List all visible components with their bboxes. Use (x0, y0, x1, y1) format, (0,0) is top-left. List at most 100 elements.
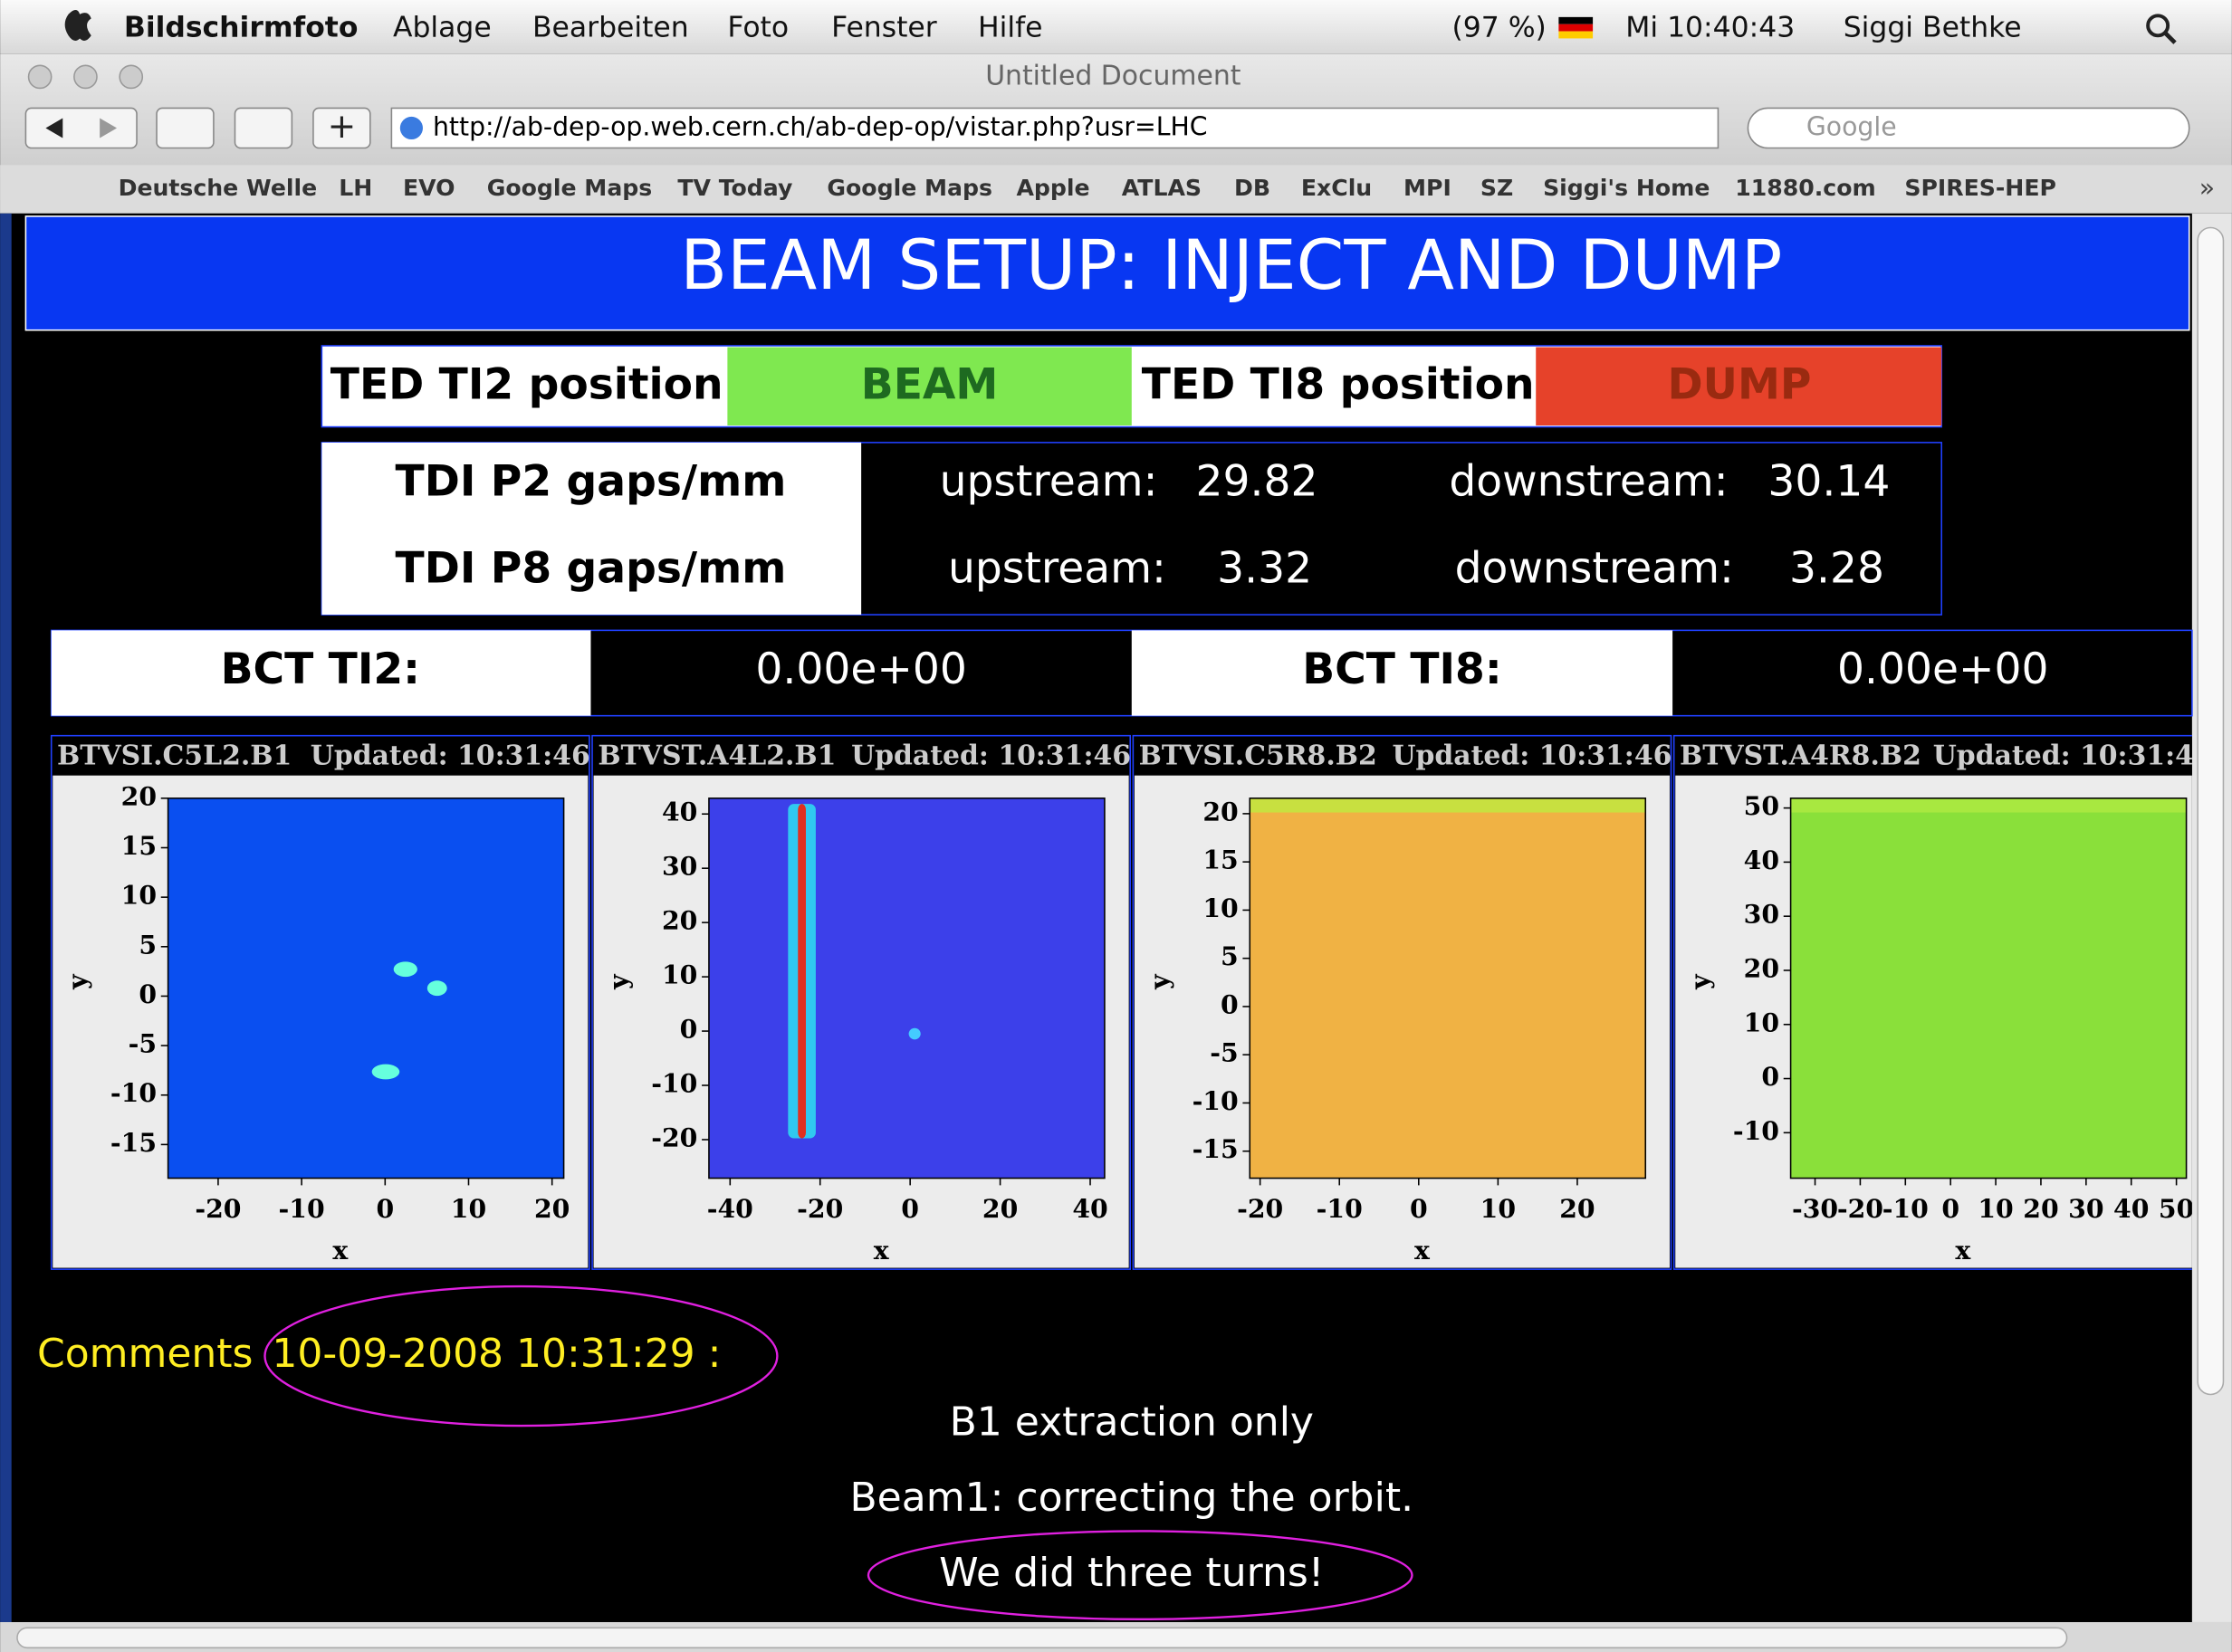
comment-line: B1 extraction only (950, 1399, 1314, 1445)
camera-image (709, 798, 1105, 1179)
y-tick-label: 15 (121, 830, 157, 861)
image-feature (798, 804, 806, 1138)
x-tick-label: 20 (1559, 1193, 1595, 1224)
x-tick-label: 20 (534, 1193, 570, 1224)
horizontal-scrollbar[interactable] (17, 1628, 2067, 1647)
ted-state: DUMP (1668, 360, 1812, 410)
tdi-label: TDI P2 gaps/mm (396, 456, 787, 506)
x-axis-label: x (1955, 1235, 1971, 1265)
x-tick-label: 0 (901, 1193, 919, 1224)
upstream-value: 29.82 (1196, 456, 1318, 506)
beam-spot (394, 961, 417, 977)
x-tick-label: 0 (376, 1193, 394, 1224)
y-tick-label: 0 (139, 979, 157, 1009)
menu-item[interactable]: Hilfe (978, 11, 1042, 43)
back-forward[interactable] (25, 108, 137, 148)
screen-updated: Updated: 10:31:4 (1933, 740, 2194, 771)
upstream-value: 3.32 (1217, 543, 1312, 593)
x-axis-label: x (874, 1235, 890, 1265)
y-tick-label: -15 (1193, 1133, 1239, 1164)
page-title: BEAM SETUP: INJECT AND DUMP (680, 225, 1782, 305)
y-tick-label: 30 (1744, 899, 1779, 930)
beam-spot (372, 1065, 400, 1080)
bookmark[interactable]: SPIRES-HEP (1904, 175, 2056, 201)
minimize-button[interactable] (74, 65, 97, 88)
bookmark[interactable]: Apple (1016, 175, 1089, 201)
y-tick-label: 5 (1221, 941, 1239, 971)
comments-label: Comments (37, 1331, 254, 1377)
bct-value: 0.00e+00 (1837, 645, 2048, 694)
bookmark[interactable]: Google Maps (487, 175, 653, 201)
screen-name: BTVSI.C5R8.B2 (1139, 740, 1377, 771)
bookmark[interactable]: Deutsche Welle (119, 175, 318, 201)
snap-button[interactable] (235, 108, 292, 148)
x-axis-label: x (1414, 1235, 1431, 1265)
screen-updated: Updated: 10:31:46 (311, 740, 590, 771)
y-tick-label: -10 (1733, 1115, 1779, 1146)
bct-label: BCT TI8: (1302, 645, 1501, 694)
x-tick-label: 0 (1941, 1193, 1959, 1224)
image-feature (1250, 798, 1645, 813)
ted-label: TED TI8 position: (1142, 360, 1552, 410)
y-axis-label: y (1685, 973, 1716, 990)
battery: (97 %) (1451, 11, 1546, 43)
y-axis-label: y (62, 973, 93, 990)
bookmark[interactable]: Siggi's Home (1543, 175, 1710, 201)
x-tick-label: 10 (1480, 1193, 1516, 1224)
bookmark[interactable]: SZ (1480, 175, 1513, 201)
bookmark[interactable]: LH (339, 175, 372, 201)
tdi-label: TDI P8 gaps/mm (396, 543, 787, 593)
x-tick-label: 10 (451, 1193, 486, 1224)
url: http://ab-dep-op.web.cern.ch/ab-dep-op/v… (433, 111, 1208, 141)
user-menu[interactable]: Siggi Bethke (1844, 11, 2022, 43)
y-tick-label: -5 (1210, 1037, 1238, 1068)
camera-image (168, 798, 564, 1179)
reload-button[interactable] (157, 108, 214, 148)
y-tick-label: -15 (110, 1127, 157, 1158)
downstream-value: 30.14 (1767, 456, 1890, 506)
svg-text:»: » (2199, 173, 2215, 203)
x-tick-label: 30 (2068, 1193, 2103, 1224)
y-tick-label: 5 (139, 929, 157, 960)
y-tick-label: 0 (1221, 988, 1239, 1019)
y-tick-label: -10 (651, 1068, 697, 1099)
x-tick-label: -30 (1792, 1193, 1838, 1224)
screen-name: BTVSI.C5L2.B1 (57, 740, 292, 771)
comment-line: We did three turns! (939, 1550, 1324, 1596)
window-title: Untitled Document (985, 60, 1241, 91)
bookmark[interactable]: EVO (403, 175, 455, 201)
y-tick-label: 20 (662, 905, 697, 936)
menu-item[interactable]: Bearbeiten (532, 11, 689, 43)
camera-image (1791, 798, 2187, 1179)
menu-item[interactable]: Fenster (831, 11, 937, 43)
y-tick-label: 15 (1202, 845, 1238, 875)
downstream-value: 3.28 (1789, 543, 1884, 593)
beam-spot (427, 980, 447, 996)
zoom-button[interactable] (120, 65, 142, 88)
bookmark[interactable]: 11880.com (1735, 175, 1875, 201)
screen-updated: Updated: 10:31:46 (851, 740, 1131, 771)
x-tick-label: 0 (1410, 1193, 1428, 1224)
x-tick-label: -20 (1837, 1193, 1883, 1224)
menu-item[interactable]: Ablage (393, 11, 492, 43)
close-button[interactable] (29, 65, 52, 88)
x-tick-label: 20 (2023, 1193, 2058, 1224)
upstream-label: upstream: (948, 543, 1166, 593)
y-tick-label: 20 (1744, 952, 1779, 983)
clock[interactable]: Mi 10:40:43 (1625, 11, 1795, 43)
bookmark[interactable]: Google Maps (827, 175, 992, 201)
x-tick-label: 10 (1978, 1193, 2013, 1224)
y-tick-label: 30 (662, 851, 697, 882)
search-placeholder: Google (1806, 111, 1897, 141)
y-tick-label: 0 (680, 1014, 698, 1045)
menu-item[interactable]: Foto (727, 11, 789, 43)
bct-value: 0.00e+00 (755, 645, 966, 694)
bookmark[interactable]: MPI (1403, 175, 1451, 201)
bookmark[interactable]: ATLAS (1122, 175, 1202, 201)
bookmark[interactable]: ExClu (1301, 175, 1372, 201)
app-menu[interactable]: Bildschirmfoto (124, 11, 359, 43)
bookmark[interactable]: DB (1234, 175, 1270, 201)
y-tick-label: -20 (651, 1122, 697, 1152)
bookmark[interactable]: TV Today (677, 175, 792, 201)
ted-state: BEAM (861, 360, 999, 410)
